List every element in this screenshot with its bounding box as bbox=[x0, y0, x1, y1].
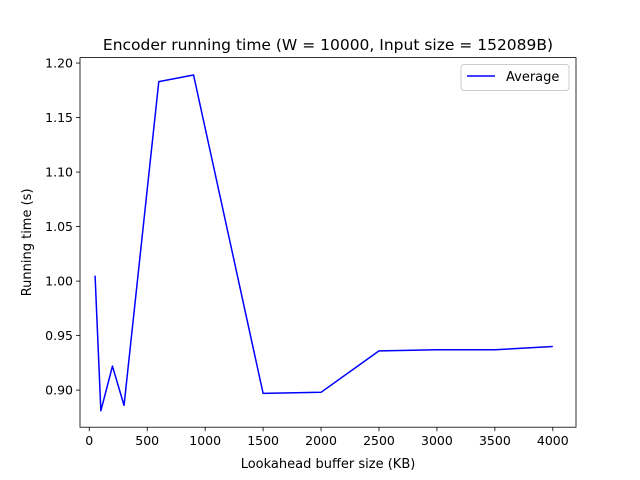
x-tick-label: 4000 bbox=[537, 433, 569, 448]
series-layer bbox=[94, 74, 553, 412]
x-tick-label: 3500 bbox=[479, 433, 511, 448]
y-tick-label: 1.10 bbox=[45, 165, 73, 180]
y-tick-label: 1.00 bbox=[45, 274, 73, 289]
x-tick-label: 1500 bbox=[247, 433, 279, 448]
y-axis: 0.90 0.95 1.00 1.05 1.10 1.15 1.20 bbox=[45, 56, 80, 398]
x-tick-label: 500 bbox=[135, 433, 159, 448]
plot-area-frame bbox=[79, 57, 577, 428]
x-axis: 0 500 1000 1500 2000 2500 3000 3500 4000 bbox=[85, 427, 569, 448]
x-tick-label: 2500 bbox=[363, 433, 395, 448]
y-tick-label: 1.05 bbox=[45, 219, 73, 234]
legend: Average bbox=[460, 64, 570, 91]
x-tick-label: 0 bbox=[85, 433, 93, 448]
x-axis-label: Lookahead buffer size (KB) bbox=[241, 457, 416, 472]
y-tick-label: 1.15 bbox=[45, 110, 73, 125]
y-tick-label: 0.90 bbox=[45, 383, 73, 398]
y-axis-label: Running time (s) bbox=[20, 188, 35, 296]
y-tick-label: 0.95 bbox=[45, 328, 73, 343]
series-line-average bbox=[94, 74, 553, 412]
x-tick-label: 3000 bbox=[421, 433, 453, 448]
y-tick-label: 1.20 bbox=[45, 56, 73, 71]
x-tick-label: 2000 bbox=[305, 433, 337, 448]
legend-label-average: Average bbox=[506, 70, 559, 85]
legend-box bbox=[460, 64, 570, 91]
chart-title: Encoder running time (W = 10000, Input s… bbox=[103, 36, 553, 54]
x-tick-label: 1000 bbox=[189, 433, 221, 448]
